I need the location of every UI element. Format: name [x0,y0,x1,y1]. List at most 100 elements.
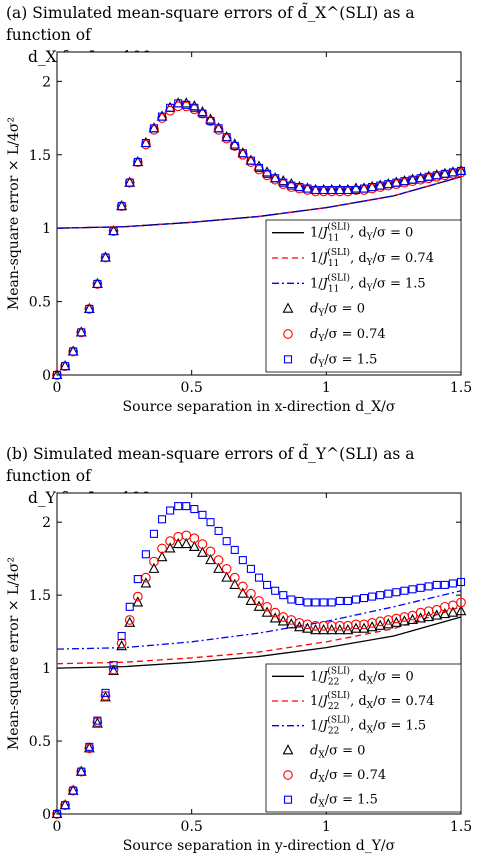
data-point-2 [117,202,126,211]
legend-label-part: 1/ [310,719,323,734]
data-point-2 [392,178,401,187]
legend-marker-key-5 [283,795,293,804]
data-point-2 [448,579,457,588]
data-point-2 [376,591,385,600]
data-point-0 [229,138,241,149]
data-point-0 [447,606,459,617]
x-tick-label: 0.5 [181,380,203,396]
data-point-0 [229,578,241,589]
data-point-2 [408,585,417,594]
data-point-2 [351,185,361,195]
data-point-2 [214,124,223,133]
chart-a: 0 0.5 1 1.5 0 0.5 1 1.5 2 Source separation in x-… [6,51,472,415]
legend-label-part: Y [317,309,325,319]
data-point-1 [157,543,167,554]
data-point-0 [439,607,451,619]
data-point-2 [303,598,312,607]
data-point-2 [61,801,70,810]
data-point-2 [52,809,62,819]
data-point-0 [156,551,168,562]
data-point-2 [295,183,304,192]
data-point-2 [230,545,239,554]
data-point-0 [188,540,200,552]
data-point-2 [166,103,175,112]
data-point-2 [287,181,296,190]
legend-label-part: 1/ [310,276,323,291]
legend-label-part: /σ = 0 [324,302,365,317]
data-point-2 [376,181,385,190]
data-point-2 [69,786,78,795]
data-point-0 [253,600,265,611]
data-point-2 [311,185,320,195]
legend-label-part: X [318,800,325,810]
data-point-0 [197,106,208,117]
legend-label-part: Y [317,359,325,369]
data-point-1 [165,536,175,547]
data-point-1 [132,157,143,167]
legend-box [265,219,462,373]
data-point-2 [125,178,134,187]
data-point-2 [400,586,409,595]
data-point-2 [246,156,255,165]
data-point-0 [91,717,103,728]
series-line-0 [56,616,462,669]
data-point-1 [246,588,256,599]
series-line-1 [56,176,462,229]
legend-label-part: 11 [328,284,339,294]
legend-label-3: dX/σ = 0 [310,743,365,760]
data-point-1 [229,572,240,583]
data-point-1 [197,108,208,119]
data-point-2 [335,185,344,195]
data-point-2 [319,185,328,195]
legend-label-part: J [320,276,329,291]
data-point-2 [182,100,191,109]
data-point-1 [254,596,264,606]
data-point-2 [206,116,215,126]
data-point-2 [424,582,433,591]
data-point-2 [174,99,183,108]
data-point-2 [456,166,466,175]
data-point-2 [408,175,417,184]
data-point-2 [440,580,449,589]
legend-label-part: 1/ [310,694,323,709]
data-point-2 [327,185,336,195]
data-point-0 [269,612,281,623]
data-point-0 [213,562,225,573]
data-point-0 [140,577,152,588]
data-point-2 [238,149,247,158]
data-point-2 [287,595,296,604]
legend-label-part: , d [350,251,367,266]
legend-label-part: X [367,676,374,686]
data-point-2 [109,661,118,670]
data-point-2 [174,502,183,511]
data-point-0 [423,610,435,622]
legend-label-5: dY/σ = 1.5 [310,352,377,369]
legend-marker-key-3 [282,744,294,755]
data-point-1 [52,809,62,819]
data-point-1 [124,177,135,188]
legend-label-part: /σ = 0.74 [373,694,434,709]
data-point-2 [416,583,425,592]
data-point-2 [157,515,167,524]
x-tick-label: 0 [53,819,62,835]
data-point-1 [197,539,208,549]
data-point-2 [384,180,393,189]
data-point-2 [368,183,377,192]
data-point-1 [189,533,200,544]
legend-label-part: 11 [328,259,339,269]
data-point-1 [68,785,79,796]
data-point-2 [77,328,86,337]
data-point-2 [206,518,215,527]
y-tick-label: 0 [42,368,51,384]
data-point-2 [85,304,94,313]
data-point-1 [124,615,135,625]
data-point-0 [221,571,233,582]
data-point-2 [271,174,280,183]
legend-label-part: X [367,701,374,711]
x-tick-label: 1 [322,819,331,835]
data-point-2 [85,742,94,751]
x-tick-label: 1.5 [450,380,472,396]
legend-label-part: 22 [328,727,339,737]
panel-b-title-line1: (b) Simulated mean-square errors of d̃_Y… [6,445,415,485]
data-point-0 [164,542,176,553]
